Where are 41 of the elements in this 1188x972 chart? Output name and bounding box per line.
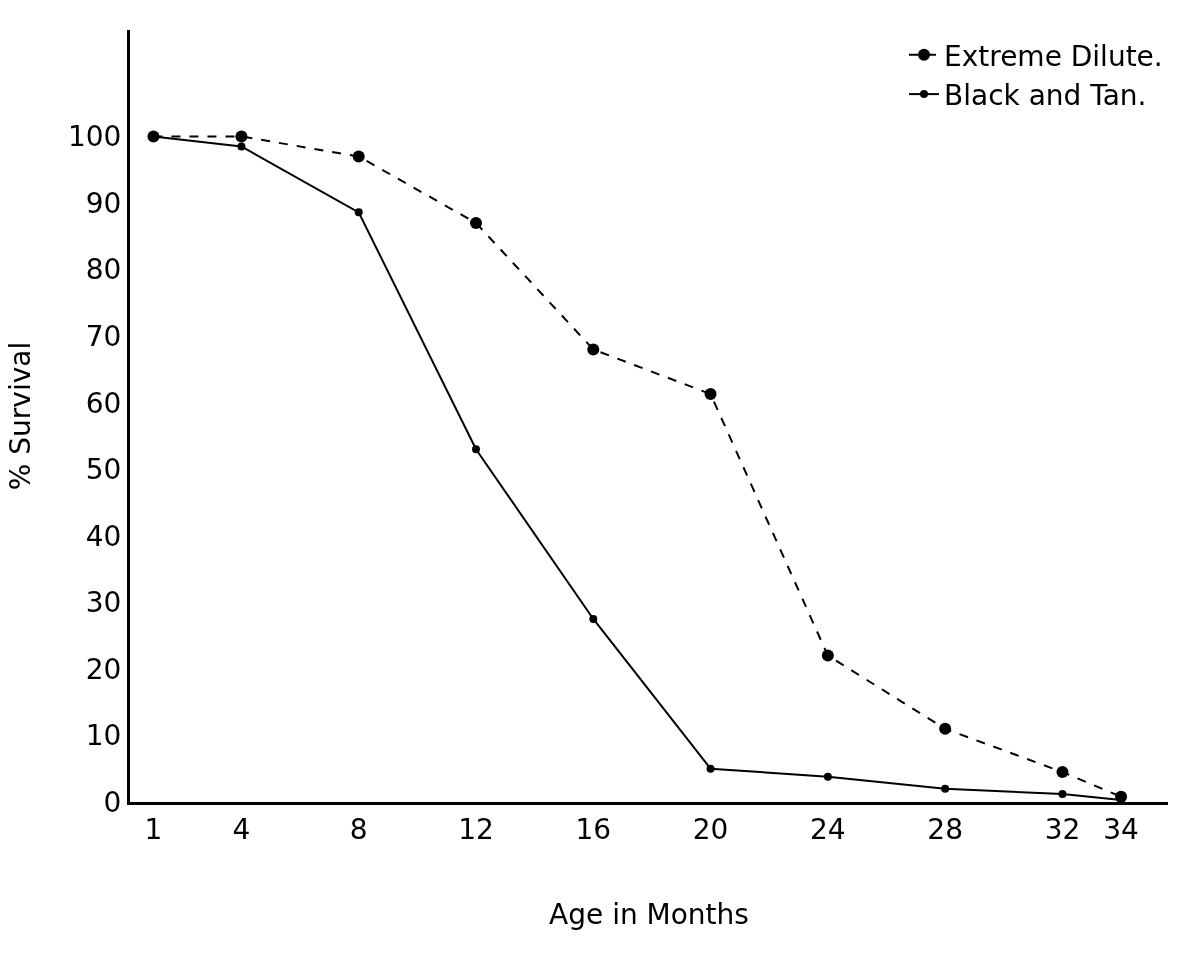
y-tick-label: 10 xyxy=(85,719,122,753)
y-tick-label: 70 xyxy=(85,319,122,353)
point xyxy=(470,217,482,229)
y-tick-label: 80 xyxy=(85,253,122,287)
point xyxy=(706,764,715,773)
x-axis-title: Age in Months xyxy=(549,897,749,931)
x-tick-label: 34 xyxy=(1103,812,1139,846)
x-tick-label: 24 xyxy=(810,812,846,846)
y-axis-title: % Survival xyxy=(3,341,37,491)
point xyxy=(235,130,248,143)
point xyxy=(354,208,363,217)
x-tick-label: 20 xyxy=(692,812,729,846)
y-tick-label: 0 xyxy=(103,785,122,819)
y-tick-label: 40 xyxy=(85,519,122,553)
point xyxy=(352,150,365,163)
legend-label: Black and Tan. xyxy=(944,79,1147,113)
y-tick-label: 20 xyxy=(85,652,122,686)
x-tick-label: 16 xyxy=(575,812,612,846)
point xyxy=(1058,790,1067,799)
x-tick-label: 28 xyxy=(927,812,963,846)
legend-label: Extreme Dilute. xyxy=(944,39,1163,73)
x-tick-label: 32 xyxy=(1044,812,1081,846)
point xyxy=(472,445,480,454)
point xyxy=(589,614,598,623)
point xyxy=(587,343,600,356)
point xyxy=(821,649,834,662)
y-tick-label: 30 xyxy=(85,586,122,620)
point xyxy=(939,722,952,735)
point xyxy=(941,784,950,793)
x-tick-label: 1 xyxy=(144,812,163,846)
point xyxy=(704,388,717,401)
y-tick-label: 50 xyxy=(85,453,122,487)
x-tick-label: 4 xyxy=(232,812,251,846)
y-tick-label: 90 xyxy=(85,186,122,220)
x-tick-label: 8 xyxy=(349,812,368,846)
y-tick-label: 60 xyxy=(85,386,122,420)
point xyxy=(1056,766,1069,779)
y-tick-label: 100 xyxy=(67,120,122,154)
point xyxy=(237,142,246,151)
x-tick-label: 12 xyxy=(458,812,494,846)
point xyxy=(823,772,832,781)
